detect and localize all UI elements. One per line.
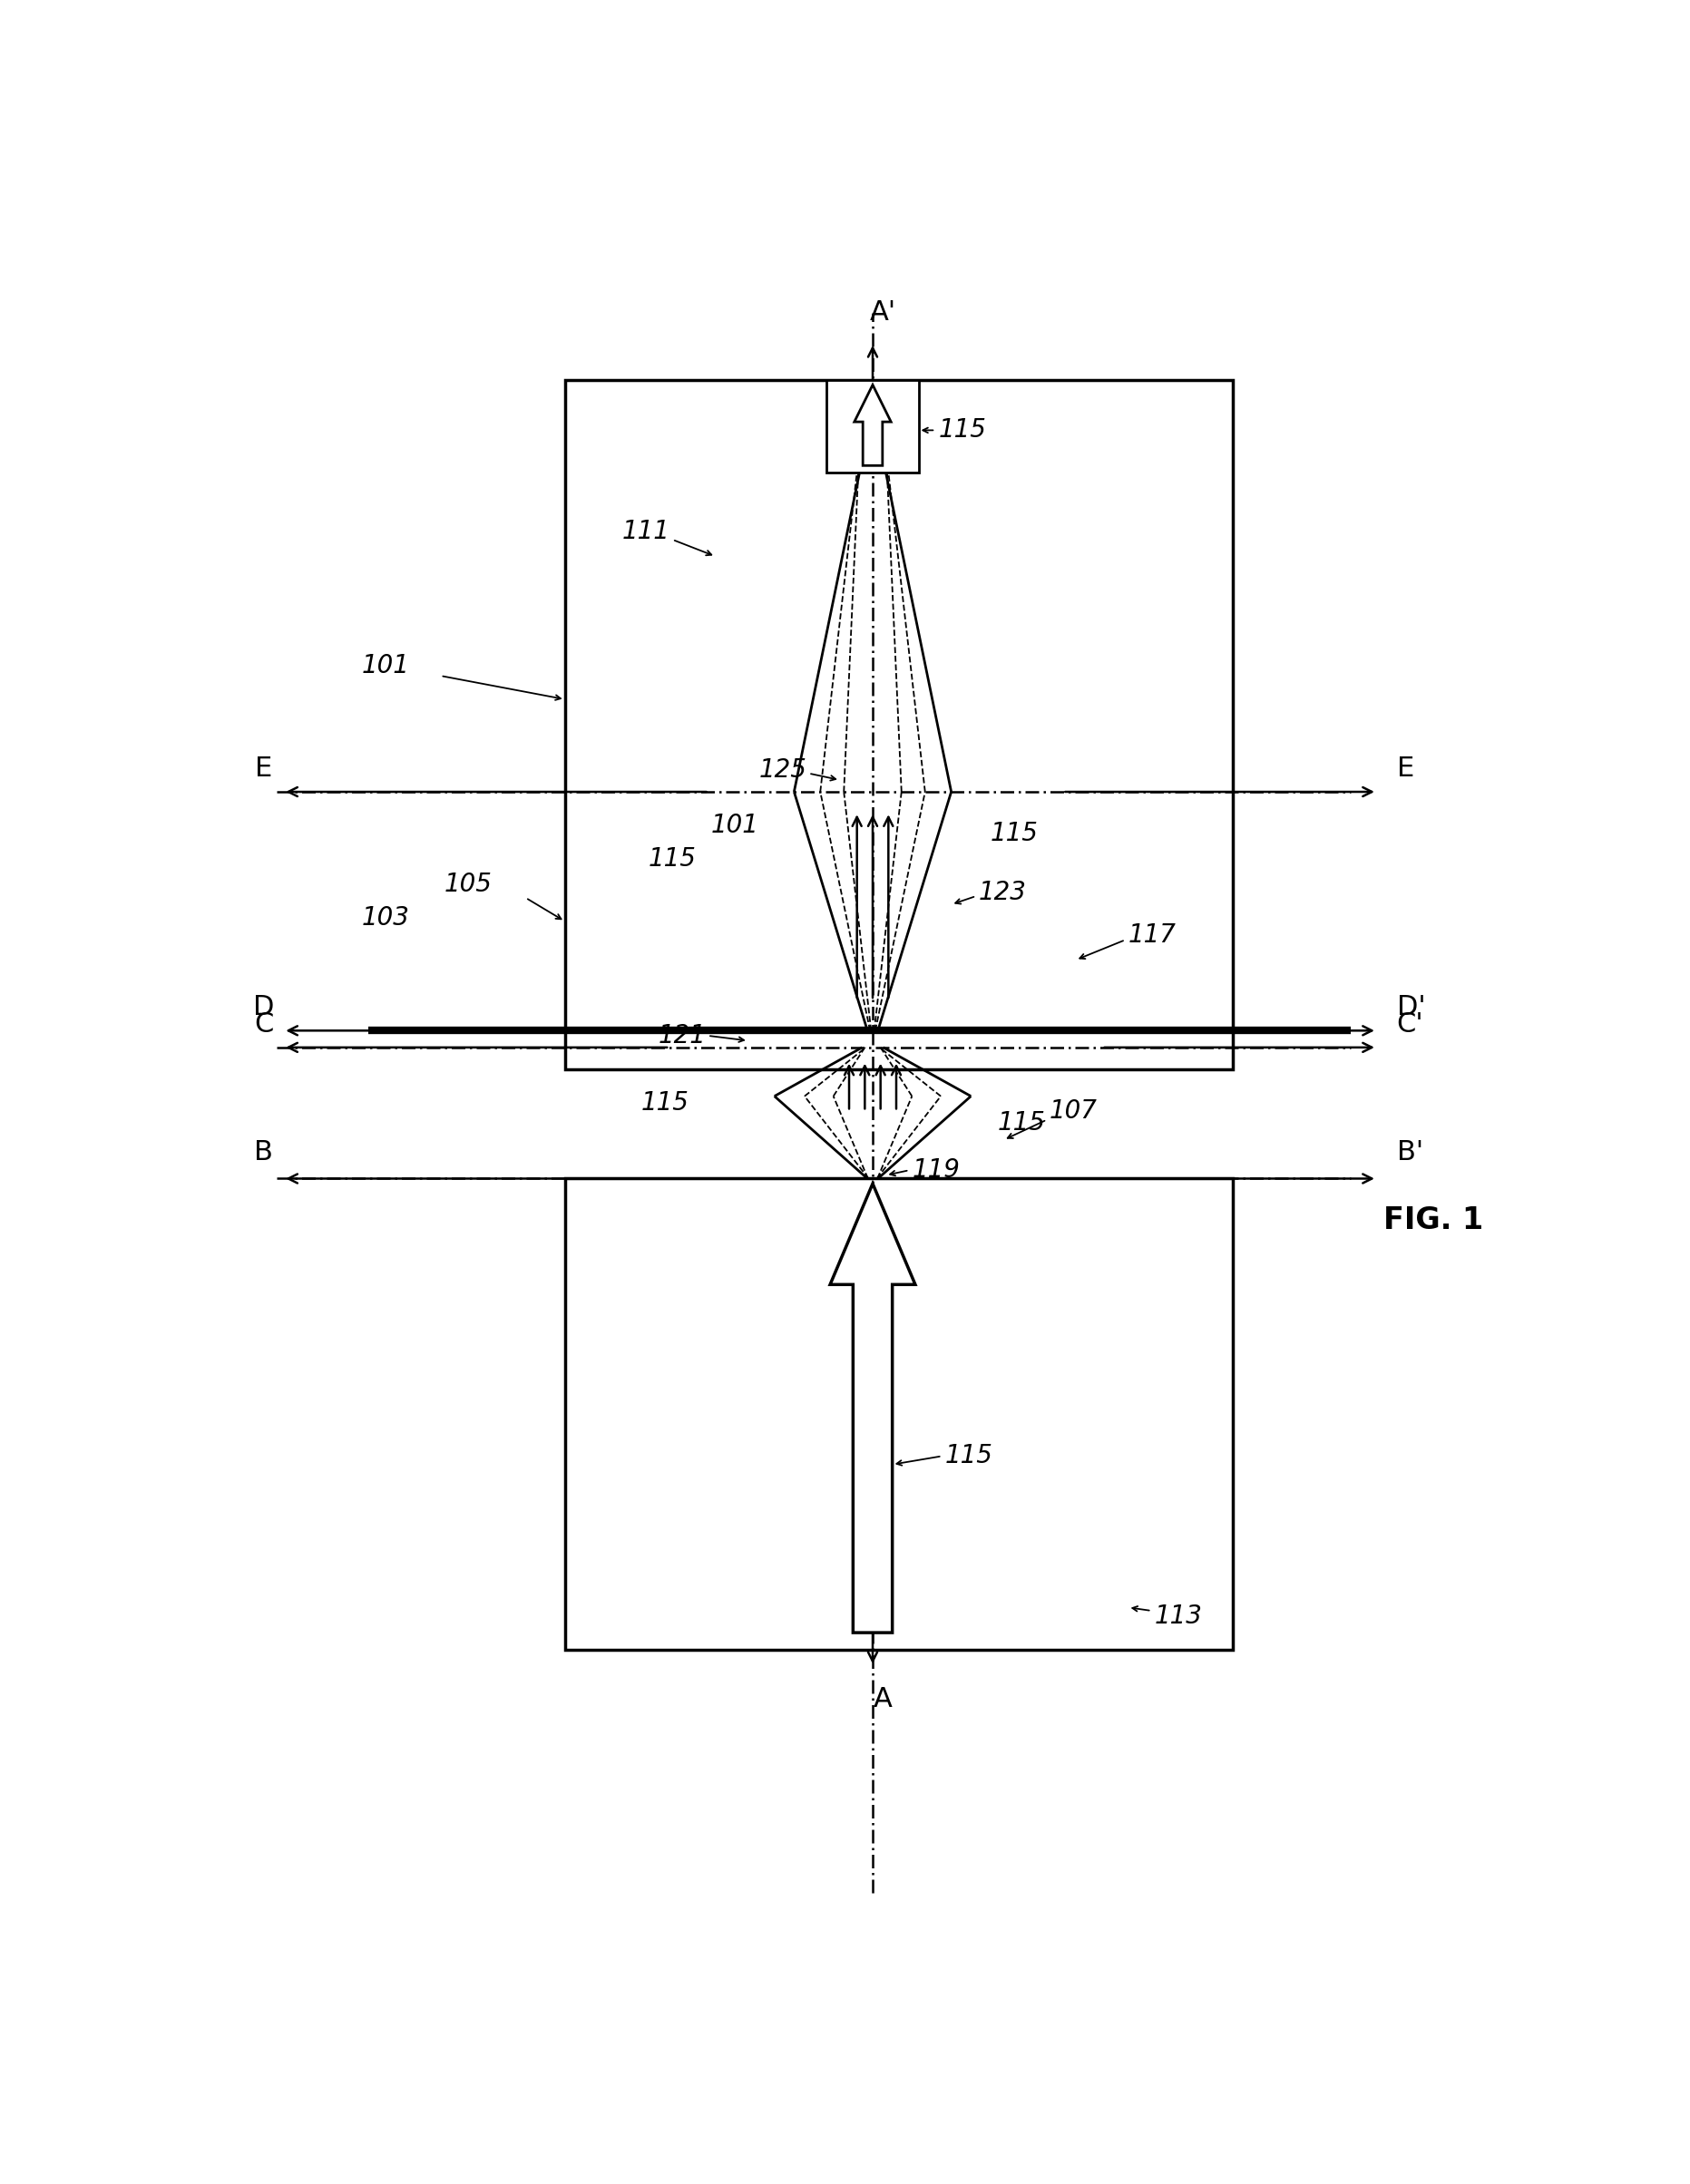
Text: 111: 111 <box>622 518 669 544</box>
Text: 115: 115 <box>997 1109 1044 1136</box>
Text: D: D <box>254 994 274 1020</box>
Text: 101: 101 <box>362 653 411 679</box>
Polygon shape <box>855 384 891 465</box>
Text: B': B' <box>1396 1138 1423 1164</box>
Text: 123: 123 <box>979 880 1028 906</box>
Text: 125: 125 <box>759 758 808 782</box>
Polygon shape <box>826 380 919 472</box>
Text: 117: 117 <box>1129 922 1176 948</box>
Text: B: B <box>254 1138 274 1164</box>
Text: 115: 115 <box>647 847 696 871</box>
Text: D': D' <box>1396 994 1425 1020</box>
Text: E: E <box>255 756 272 782</box>
Text: 101: 101 <box>711 812 759 839</box>
Text: 121: 121 <box>659 1022 706 1048</box>
Text: C: C <box>254 1011 274 1037</box>
Polygon shape <box>830 1184 916 1634</box>
Text: 105: 105 <box>444 871 492 898</box>
Text: E: E <box>1396 756 1415 782</box>
Text: 115: 115 <box>945 1444 992 1470</box>
Text: A: A <box>874 1686 892 1712</box>
Text: 113: 113 <box>1154 1603 1202 1629</box>
Text: 119: 119 <box>913 1158 960 1184</box>
Text: FIG. 1: FIG. 1 <box>1384 1206 1484 1236</box>
Text: 115: 115 <box>641 1090 690 1116</box>
Text: 115: 115 <box>938 417 987 443</box>
Text: 107: 107 <box>1049 1099 1097 1125</box>
Text: 103: 103 <box>362 904 411 930</box>
Text: 115: 115 <box>990 821 1039 847</box>
Text: A': A' <box>870 299 896 325</box>
Text: C': C' <box>1396 1011 1423 1037</box>
